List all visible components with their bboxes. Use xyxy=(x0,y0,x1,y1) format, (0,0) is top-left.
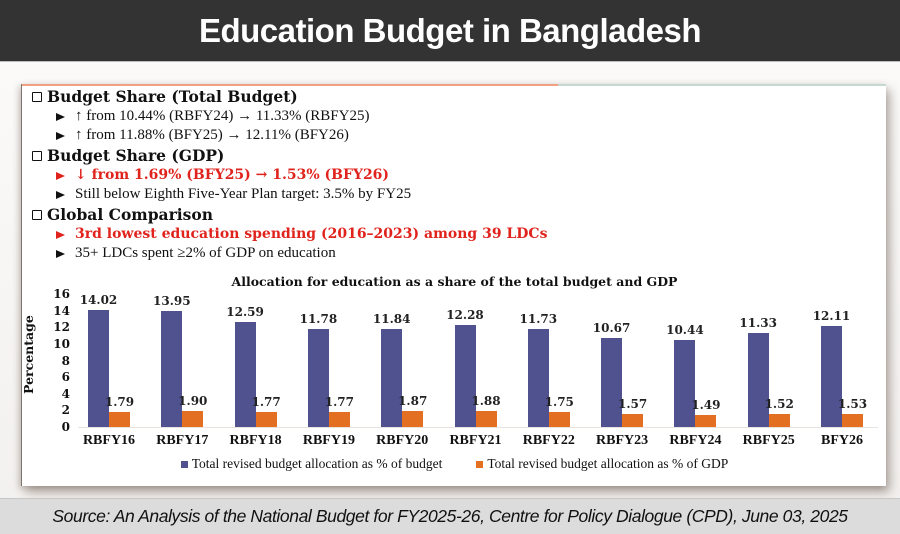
arrowhead-bullet-icon xyxy=(56,171,65,180)
bar-chart-plot: 14.02 1.79 RBFY16 13.95 1.90 RBFY17 12.59 1.77 R… xyxy=(78,84,878,486)
bar-budget-share xyxy=(381,328,403,427)
arrowhead-bullet-icon xyxy=(56,112,65,121)
chart-title: Allocation for education as a share of t… xyxy=(231,274,678,289)
bar-value-label: 1.90 xyxy=(178,394,208,409)
source-footer: Source: An Analysis of the National Budg… xyxy=(0,498,900,534)
y-tick-label: 0 xyxy=(61,420,70,434)
bar-value-label: 1.75 xyxy=(544,395,574,410)
card-accent-line xyxy=(22,84,558,86)
bullet-item: 35+ LDCs spent ≥2% of GDP on education xyxy=(32,244,732,263)
bar-value-label: 12.28 xyxy=(446,307,484,322)
bar-gdp-share xyxy=(328,412,350,427)
arrowhead-bullet-icon xyxy=(56,131,65,140)
bullet-item: ↑ from 11.88% (BFY25) → 12.11% (BFY26) xyxy=(32,126,732,145)
bar-budget-share xyxy=(747,332,769,427)
section-heading: Global Comparison xyxy=(32,204,732,225)
bar-value-label: 1.52 xyxy=(764,397,794,412)
card-accent-line-secondary xyxy=(557,84,886,86)
bar-budget-share xyxy=(674,340,696,427)
bar-value-label: 11.84 xyxy=(372,311,411,326)
x-tick-label: RBFY25 xyxy=(742,433,795,448)
y-axis-label: Percentage xyxy=(21,315,36,394)
bullet-item: Still below Eighth Five-Year Plan target… xyxy=(32,185,732,204)
bar-gdp-share xyxy=(842,414,863,427)
bar-gdp-share xyxy=(548,412,570,427)
bar-budget-share xyxy=(821,326,842,427)
bar-gdp-share xyxy=(622,413,644,427)
x-tick-label: RBFY23 xyxy=(596,433,649,448)
y-tick-label: 12 xyxy=(53,320,70,335)
x-tick-label: RBFY19 xyxy=(302,433,355,448)
x-tick-label: RBFY17 xyxy=(156,433,209,448)
x-tick-label: RBFY24 xyxy=(669,433,722,448)
bar-value-label: 11.33 xyxy=(739,315,777,330)
legend-swatch-icon xyxy=(476,460,484,468)
bar-gdp-share xyxy=(695,414,717,427)
bar-budget-share xyxy=(601,338,623,427)
bar-gdp-share xyxy=(475,411,497,427)
bar-value-label: 10.67 xyxy=(592,321,631,336)
y-tick-label: 8 xyxy=(61,353,70,368)
bar-value-label: 14.02 xyxy=(79,293,118,308)
arrowhead-bullet-icon xyxy=(56,230,65,239)
x-tick-label: RBFY16 xyxy=(82,433,136,448)
section-heading: Budget Share (Total Budget) xyxy=(32,86,732,107)
x-tick-label: BFY26 xyxy=(821,433,863,448)
bar-value-label: 13.95 xyxy=(153,294,191,309)
bar-value-label: 10.44 xyxy=(666,323,704,338)
y-tick-label: 2 xyxy=(61,403,70,418)
bar-budget-share xyxy=(88,310,109,427)
bar-value-label: 12.59 xyxy=(226,305,264,320)
bar-value-label: 11.78 xyxy=(299,312,338,327)
y-tick-label: 10 xyxy=(53,336,70,351)
legend-swatch-icon xyxy=(180,460,188,468)
y-tick-label: 4 xyxy=(61,386,70,401)
bar-value-label: 1.87 xyxy=(398,394,428,409)
checkbox-square-icon xyxy=(32,91,42,102)
y-tick-label: 14 xyxy=(53,303,70,318)
bullet-item: ↓ from 1.69% (BFY25) → 1.53% (BFY26) xyxy=(32,166,732,185)
source-citation: Source: An Analysis of the National Budg… xyxy=(52,506,848,526)
bar-value-label: 1.88 xyxy=(471,394,501,409)
bar-budget-share xyxy=(454,324,476,427)
x-tick-label: RBFY21 xyxy=(449,433,502,448)
bullet-item: ↑ from 10.44% (RBFY24) → 11.33% (RBFY25) xyxy=(32,107,732,126)
page-title: Education Budget in Bangladesh xyxy=(198,11,702,49)
legend-item: Total revised budget allocation as % of … xyxy=(476,456,728,472)
y-tick-label: 16 xyxy=(53,287,70,301)
bar-value-label: 11.73 xyxy=(519,312,558,327)
arrowhead-bullet-icon xyxy=(56,190,65,199)
bar-value-label: 1.49 xyxy=(691,397,721,412)
page-header: Education Budget in Bangladesh xyxy=(0,0,900,62)
checkbox-square-icon xyxy=(32,150,42,161)
bar-budget-share xyxy=(307,329,329,427)
chart-legend: Total revised budget allocation as % of … xyxy=(22,456,887,472)
legend-item: Total revised budget allocation as % of … xyxy=(180,456,442,472)
bar-gdp-share xyxy=(109,412,130,427)
bar-gdp-share xyxy=(768,414,790,427)
x-axis-line xyxy=(78,427,878,428)
section-heading: Budget Share (GDP) xyxy=(32,145,732,166)
checkbox-square-icon xyxy=(32,209,42,220)
bar-value-label: 1.77 xyxy=(251,395,281,410)
bar-value-label: 1.79 xyxy=(104,395,135,410)
bar-gdp-share xyxy=(402,411,424,427)
bar-value-label: 12.11 xyxy=(812,309,851,324)
y-tick-label: 6 xyxy=(61,370,70,385)
bar-budget-share xyxy=(161,311,183,427)
bar-gdp-share xyxy=(182,411,204,427)
slide-card: Budget Share (Total Budget) ↑ from 10.44%… xyxy=(21,84,886,486)
bar-value-label: 1.77 xyxy=(324,395,354,410)
bar-budget-share xyxy=(234,322,256,427)
key-points: Budget Share (Total Budget) ↑ from 10.44%… xyxy=(32,86,732,263)
bar-budget-share xyxy=(527,329,549,427)
bullet-item: 3rd lowest education spending (2016–2023… xyxy=(32,225,732,244)
x-tick-label: RBFY22 xyxy=(522,433,575,448)
arrowhead-bullet-icon xyxy=(56,249,65,258)
bar-value-label: 1.53 xyxy=(837,397,868,412)
bar-gdp-share xyxy=(255,412,277,427)
x-tick-label: RBFY20 xyxy=(376,433,429,448)
x-tick-label: RBFY18 xyxy=(229,433,282,448)
bar-value-label: 1.57 xyxy=(617,396,648,411)
